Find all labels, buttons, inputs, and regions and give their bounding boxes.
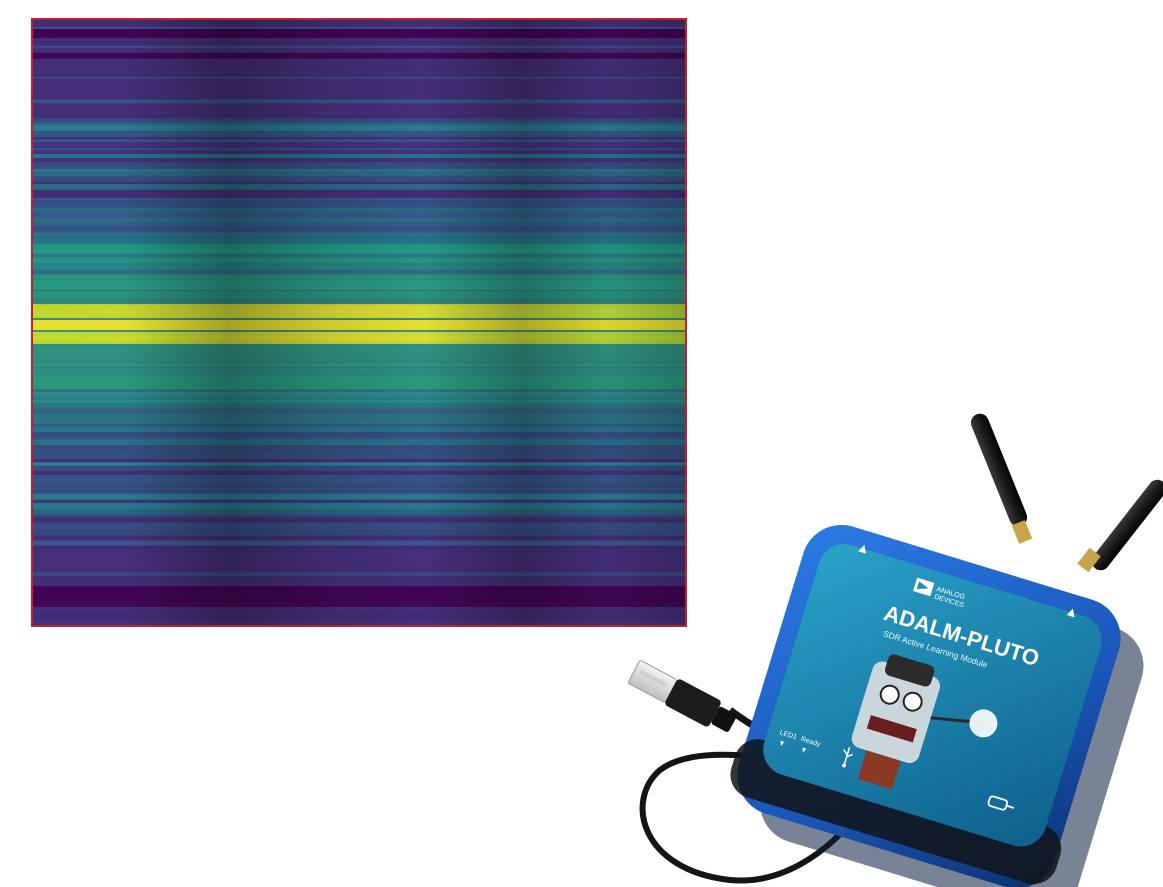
usb-a-plug [627, 660, 737, 732]
led1-label: LED1 [779, 729, 798, 741]
tx-antenna [970, 413, 1033, 544]
sdr-device-photo: ANALOG DEVICES ADALM-PLUTO SDR Active Le… [620, 410, 1163, 887]
spectrogram-canvas [33, 20, 685, 625]
usb-icon [842, 747, 853, 768]
column-modulation [33, 20, 685, 625]
sdr-device-illustration: ANALOG DEVICES ADALM-PLUTO SDR Active Le… [627, 413, 1163, 887]
rx-antenna [1077, 479, 1163, 573]
spectrogram-image [31, 18, 687, 627]
tx-antenna-icon [858, 544, 866, 554]
rx-antenna-icon [1066, 608, 1075, 618]
power-plug-icon [987, 795, 1015, 811]
mascot-illustration [851, 654, 998, 790]
